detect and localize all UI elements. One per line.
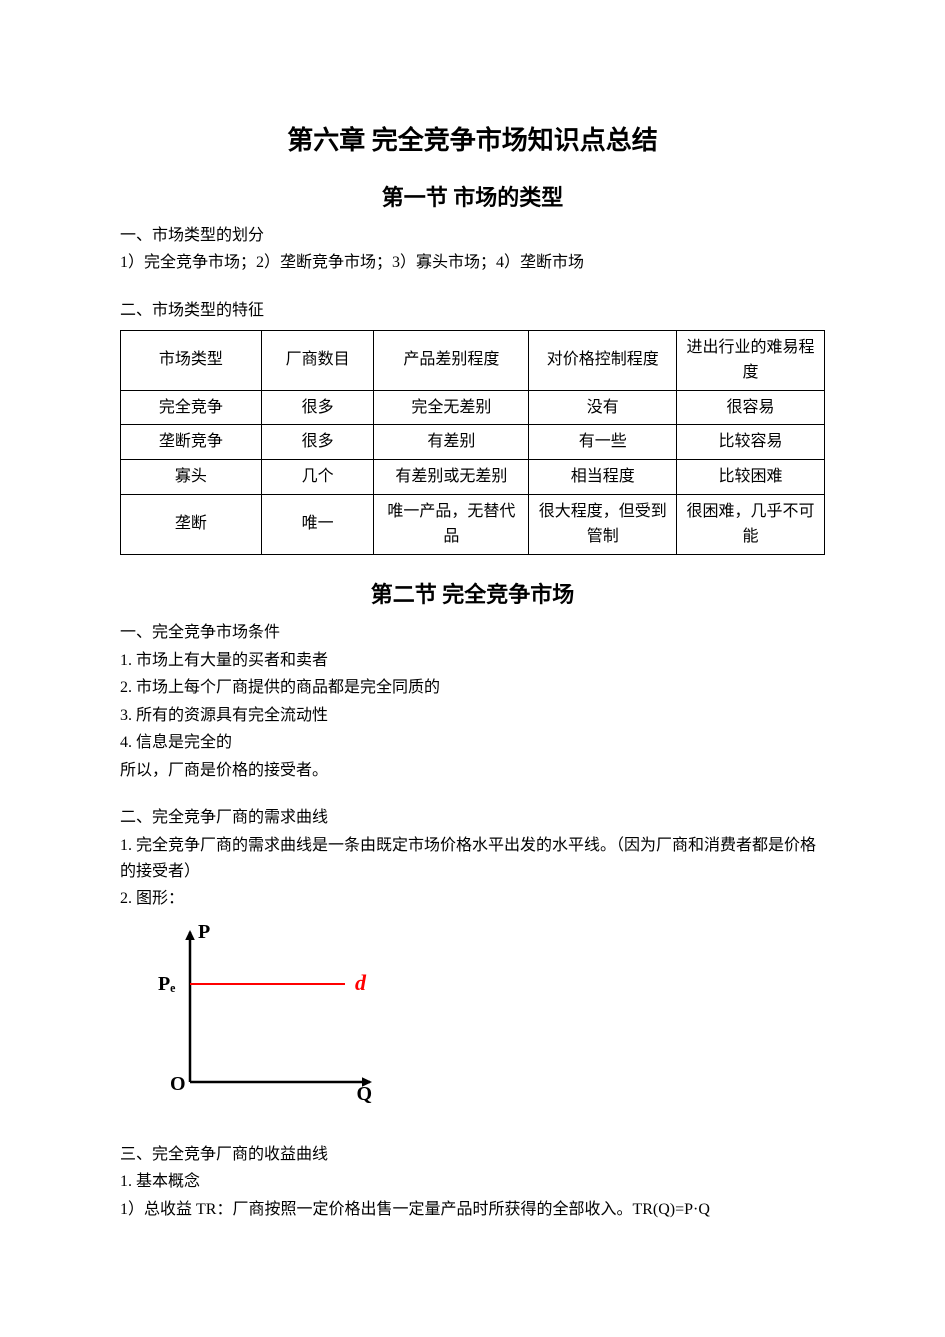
spacer — [120, 1122, 825, 1140]
table-cell: 很多 — [261, 425, 374, 460]
section1-sub1-heading: 一、市场类型的划分 — [120, 223, 825, 249]
section1-title: 第一节 市场的类型 — [120, 180, 825, 215]
table-header-row: 市场类型 厂商数目 产品差别程度 对价格控制程度 进出行业的难易程度 — [121, 330, 825, 390]
section2-sub3-line1: 1. 基本概念 — [120, 1169, 825, 1195]
table-cell: 有差别 — [374, 425, 529, 460]
demand-curve-svg: P Q O Pₑ d — [140, 922, 400, 1112]
table-cell: 没有 — [529, 390, 677, 425]
section2-sub1-line: 3. 所有的资源具有完全流动性 — [120, 703, 825, 729]
section2-sub2-line2: 2. 图形： — [120, 886, 825, 912]
section2-sub1-line: 1. 市场上有大量的买者和卖者 — [120, 648, 825, 674]
section1-sub2-heading: 二、市场类型的特征 — [120, 298, 825, 324]
chapter-title: 第六章 完全竞争市场知识点总结 — [120, 120, 825, 162]
table-cell: 垄断竞争 — [121, 425, 262, 460]
section2-sub1-line: 2. 市场上每个厂商提供的商品都是完全同质的 — [120, 675, 825, 701]
table-row: 垄断 唯一 唯一产品，无替代品 很大程度，但受到管制 很困难，几乎不可能 — [121, 494, 825, 554]
table-cell: 几个 — [261, 459, 374, 494]
svg-text:O: O — [170, 1073, 186, 1095]
table-cell: 垄断 — [121, 494, 262, 554]
table-cell: 完全竞争 — [121, 390, 262, 425]
svg-text:Pₑ: Pₑ — [158, 973, 175, 995]
table-cell: 寡头 — [121, 459, 262, 494]
table-row: 垄断竞争 很多 有差别 有一些 比较容易 — [121, 425, 825, 460]
table-cell: 很容易 — [677, 390, 825, 425]
table-row: 寡头 几个 有差别或无差别 相当程度 比较困难 — [121, 459, 825, 494]
table-cell: 完全无差别 — [374, 390, 529, 425]
table-row: 完全竞争 很多 完全无差别 没有 很容易 — [121, 390, 825, 425]
section1-sub1-line: 1）完全竞争市场；2）垄断竞争市场；3）寡头市场；4）垄断市场 — [120, 250, 825, 276]
svg-text:Q: Q — [356, 1083, 372, 1105]
table-header: 产品差别程度 — [374, 330, 529, 390]
table-cell: 很困难，几乎不可能 — [677, 494, 825, 554]
section2-sub2-line1: 1. 完全竞争厂商的需求曲线是一条由既定市场价格水平出发的水平线。（因为厂商和消… — [120, 833, 825, 884]
section2-title: 第二节 完全竞争市场 — [120, 577, 825, 612]
section2-sub1-line: 4. 信息是完全的 — [120, 730, 825, 756]
section2-sub1-heading: 一、完全竞争市场条件 — [120, 620, 825, 646]
section2-sub3-line2: 1）总收益 TR：厂商按照一定价格出售一定量产品时所获得的全部收入。TR(Q)=… — [120, 1197, 825, 1223]
table-cell: 唯一 — [261, 494, 374, 554]
document-page: 第六章 完全竞争市场知识点总结 第一节 市场的类型 一、市场类型的划分 1）完全… — [0, 0, 945, 1337]
section2-sub3-heading: 三、完全竞争厂商的收益曲线 — [120, 1142, 825, 1168]
table-cell: 比较困难 — [677, 459, 825, 494]
table-header: 市场类型 — [121, 330, 262, 390]
svg-text:P: P — [198, 922, 210, 943]
table-cell: 比较容易 — [677, 425, 825, 460]
table-cell: 有差别或无差别 — [374, 459, 529, 494]
table-cell: 有一些 — [529, 425, 677, 460]
table-header: 厂商数目 — [261, 330, 374, 390]
section2-sub1-line: 所以，厂商是价格的接受者。 — [120, 758, 825, 784]
table-header: 对价格控制程度 — [529, 330, 677, 390]
table-cell: 很多 — [261, 390, 374, 425]
spacer — [120, 278, 825, 296]
table-cell: 很大程度，但受到管制 — [529, 494, 677, 554]
table-header: 进出行业的难易程度 — [677, 330, 825, 390]
table-cell: 相当程度 — [529, 459, 677, 494]
section2-sub2-heading: 二、完全竞争厂商的需求曲线 — [120, 805, 825, 831]
table-cell: 唯一产品，无替代品 — [374, 494, 529, 554]
svg-text:d: d — [355, 970, 367, 995]
market-types-table: 市场类型 厂商数目 产品差别程度 对价格控制程度 进出行业的难易程度 完全竞争 … — [120, 330, 825, 555]
demand-curve-chart: P Q O Pₑ d — [140, 922, 825, 1112]
spacer — [120, 785, 825, 803]
